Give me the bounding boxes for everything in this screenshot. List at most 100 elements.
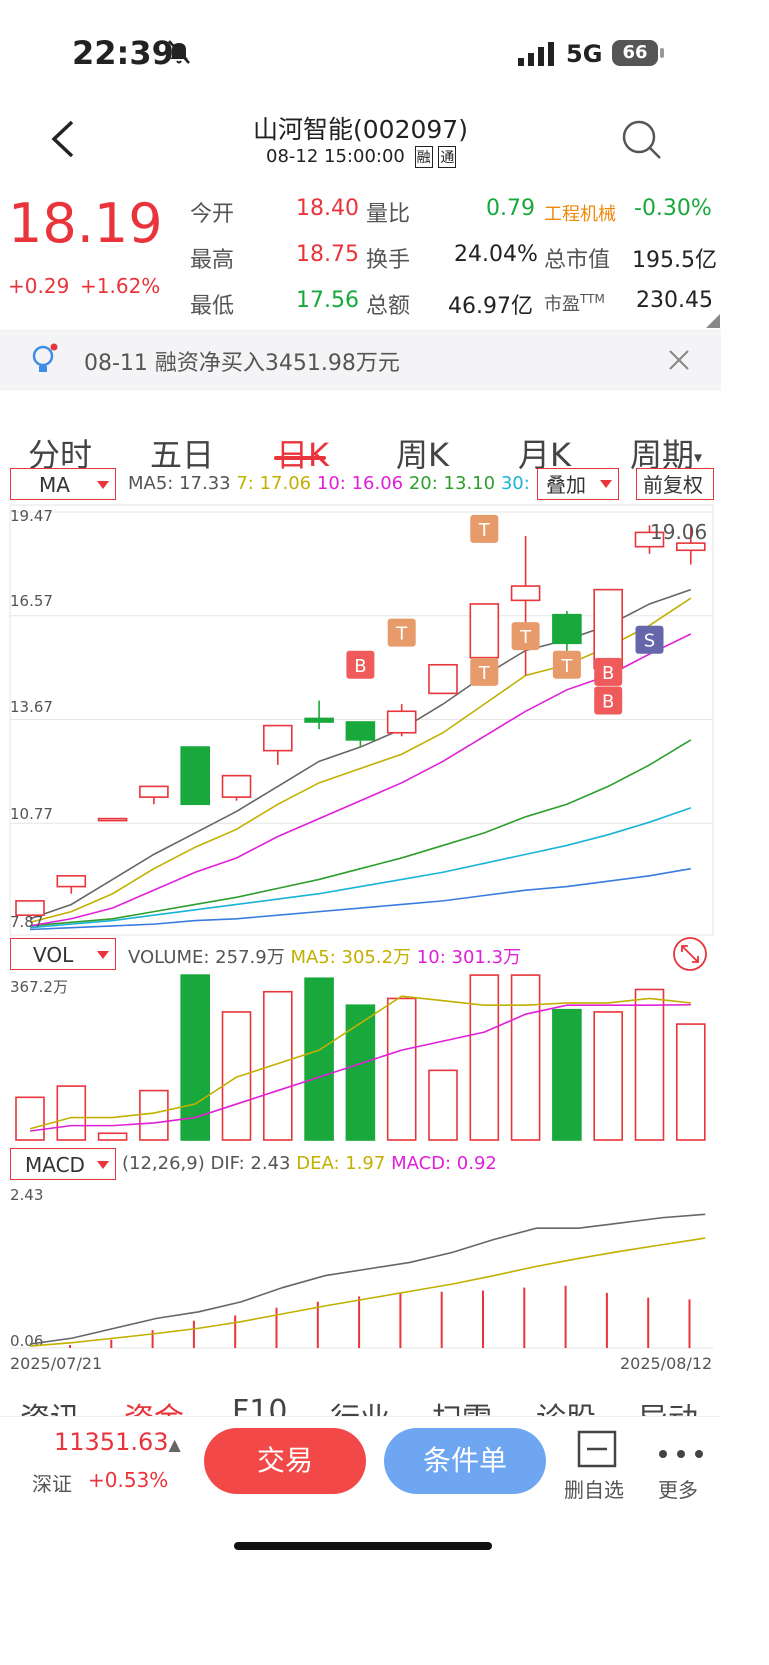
bulb-icon bbox=[30, 343, 58, 381]
candle-body bbox=[345, 721, 376, 741]
fullscreen-icon[interactable] bbox=[672, 936, 708, 976]
price-axis-label: 10.77 bbox=[10, 805, 53, 823]
back-icon[interactable] bbox=[48, 118, 78, 164]
volume-bar bbox=[139, 1089, 169, 1141]
candle-body bbox=[180, 746, 210, 806]
chart-frame bbox=[9, 504, 714, 936]
ma-selector[interactable]: MA bbox=[10, 468, 116, 500]
date-start: 2025/07/21 bbox=[10, 1354, 103, 1373]
more-icon[interactable] bbox=[658, 1444, 704, 1463]
vol-values: VOLUME: 257.9万 MA5: 305.2万 10: 301.3万 bbox=[128, 943, 521, 969]
ma10-value: 10: 16.06 bbox=[316, 473, 404, 494]
candle-body bbox=[386, 710, 417, 734]
search-icon[interactable] bbox=[620, 118, 664, 166]
candle-body bbox=[262, 724, 293, 752]
tab-f10[interactable]: F10 bbox=[232, 1394, 288, 1416]
battery-tip bbox=[660, 48, 664, 58]
dea-line bbox=[29, 1237, 706, 1347]
tab-scan[interactable]: 扫雷 bbox=[432, 1394, 492, 1416]
tab-intraday[interactable]: 分时 bbox=[28, 436, 93, 474]
adjust-label: 前复权 bbox=[643, 473, 703, 497]
candle-body bbox=[634, 531, 665, 548]
dif-value: DIF: 2.43 bbox=[210, 1153, 291, 1174]
trade-button[interactable]: 交易 bbox=[204, 1428, 366, 1494]
stat-label-turnover: 换手 bbox=[366, 248, 411, 273]
trade-marker-label: T bbox=[519, 627, 532, 648]
datetime-text: 08-12 15:00:00 bbox=[266, 146, 405, 167]
notice-bar[interactable]: 08-11 融资净买入3451.98万元 bbox=[0, 330, 721, 390]
remove-watchlist-label[interactable]: 删自选 bbox=[564, 1478, 624, 1502]
trade-marker-label: B bbox=[602, 663, 614, 684]
volume-bar bbox=[180, 974, 210, 1141]
kline-chart[interactable]: B T T T B T T B S bbox=[0, 500, 721, 940]
stat-label-industry[interactable]: 工程机械 bbox=[544, 204, 616, 225]
tab-movement[interactable]: 异动 bbox=[638, 1394, 698, 1416]
volume-bar bbox=[428, 1069, 458, 1141]
trade-marker-label: B bbox=[354, 656, 366, 677]
ma7-value: 7: 17.06 bbox=[236, 473, 312, 494]
tab-daily-k[interactable]: 日K bbox=[276, 436, 329, 474]
dea-value: DEA: 1.97 bbox=[296, 1153, 386, 1174]
ma60-line bbox=[29, 867, 691, 931]
stat-value-mktcap: 195.5亿 bbox=[632, 248, 717, 273]
tab-industry[interactable]: 行业 bbox=[330, 1394, 390, 1416]
ma30-value: 30: 1 bbox=[500, 473, 547, 494]
badge-tong: 通 bbox=[438, 146, 457, 168]
candle-body bbox=[221, 774, 252, 798]
vol-ma5-line bbox=[29, 995, 691, 1130]
trade-marker-t bbox=[511, 622, 540, 651]
tab-monthly-k[interactable]: 月K bbox=[518, 436, 571, 474]
remove-watchlist-icon[interactable] bbox=[577, 1430, 617, 1472]
tab-diagnose[interactable]: 诊股 bbox=[536, 1394, 596, 1416]
ma7-line bbox=[29, 597, 692, 924]
candle-body bbox=[593, 588, 624, 670]
vol-ma10-line bbox=[29, 1003, 691, 1132]
candle-body bbox=[97, 817, 128, 822]
ma20-line bbox=[29, 739, 692, 927]
index-value: 11351.63▲ bbox=[54, 1428, 181, 1456]
volume-value: VOLUME: 257.9万 bbox=[128, 947, 285, 968]
current-price: 18.19 bbox=[8, 192, 163, 255]
stat-label-high: 最高 bbox=[190, 248, 235, 273]
volume-bar bbox=[386, 997, 417, 1141]
candle-body bbox=[139, 785, 169, 798]
conditional-order-button[interactable]: 条件单 bbox=[384, 1428, 546, 1494]
trade-marker-t bbox=[470, 657, 499, 686]
tab-five-day[interactable]: 五日 bbox=[150, 436, 215, 474]
vol-ma5-value: MA5: 305.2万 bbox=[290, 947, 412, 968]
expand-corner-icon[interactable] bbox=[706, 314, 720, 328]
tab-funds[interactable]: 资金 bbox=[124, 1394, 184, 1416]
vol-selector-label: VOL bbox=[33, 943, 74, 967]
price-change-pct: +1.62% bbox=[80, 274, 161, 298]
index-name: 深证 bbox=[32, 1472, 72, 1496]
close-icon[interactable] bbox=[668, 349, 690, 375]
volume-chart[interactable] bbox=[0, 970, 721, 1144]
ma20-value: 20: 13.10 bbox=[408, 473, 496, 494]
adjust-button[interactable]: 前复权 bbox=[636, 468, 714, 500]
macd-value: MACD: 0.92 bbox=[391, 1153, 497, 1174]
tab-news[interactable]: 资讯 bbox=[20, 1394, 80, 1416]
dropdown-arrow-icon bbox=[97, 481, 109, 489]
macd-selector[interactable]: MACD bbox=[10, 1148, 116, 1180]
volume-bar bbox=[345, 1004, 376, 1141]
trade-marker-b bbox=[346, 650, 375, 679]
date-end: 2025/08/12 bbox=[620, 1354, 713, 1373]
volume-bar bbox=[304, 977, 334, 1141]
candle-body bbox=[304, 717, 334, 723]
trade-marker-t bbox=[470, 514, 499, 543]
trade-marker-label: S bbox=[644, 631, 655, 652]
stat-label-mktcap: 总市值 bbox=[544, 248, 611, 273]
bottom-tabs: 资讯 资金 F10 行业 扫雷 诊股 异动 bbox=[0, 1390, 721, 1416]
vol-selector[interactable]: VOL bbox=[10, 938, 116, 970]
macd-chart[interactable] bbox=[0, 1180, 721, 1352]
more-label[interactable]: 更多 bbox=[658, 1478, 698, 1502]
volume-bar bbox=[56, 1085, 87, 1141]
index-value-text: 11351.63 bbox=[54, 1428, 169, 1456]
overlay-arrow-icon bbox=[600, 480, 612, 488]
tab-period[interactable]: 周期▾ bbox=[630, 430, 702, 476]
ma-selector-label: MA bbox=[39, 473, 70, 497]
tab-weekly-k[interactable]: 周K bbox=[396, 436, 449, 474]
price-axis-label: 13.67 bbox=[10, 698, 53, 716]
volume-bar bbox=[593, 1011, 624, 1141]
overlay-button[interactable]: 叠加 bbox=[537, 468, 619, 500]
